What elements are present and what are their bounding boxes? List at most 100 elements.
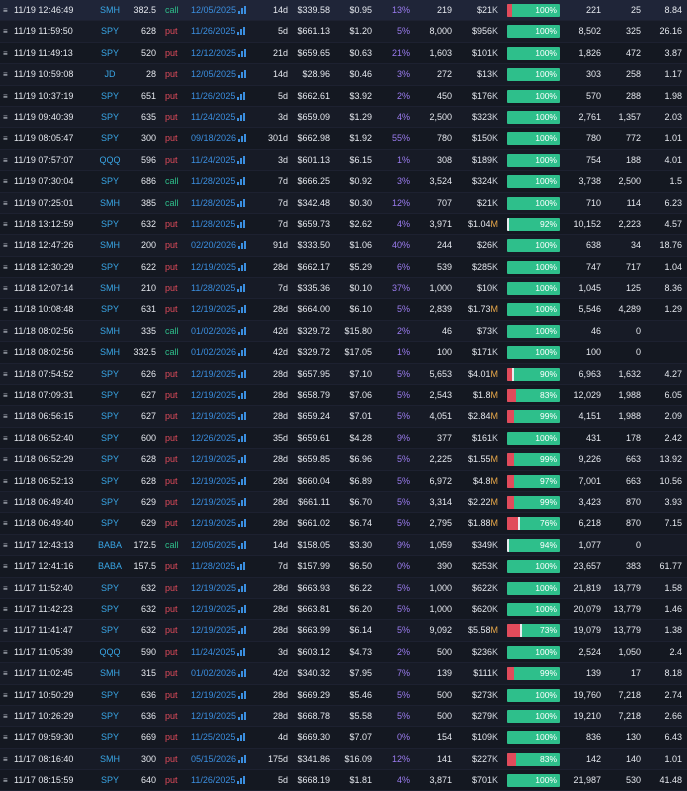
ticker-cell[interactable]: QQQ [99, 154, 121, 165]
expiry-cell[interactable]: 12/19/2025 [191, 385, 261, 405]
expiry-cell[interactable]: 02/20/2026 [191, 235, 261, 255]
table-row[interactable]: ≡ 11/19 11:59:50 SPY 628 put 11/26/2025 5d $661… [0, 21, 687, 43]
ticker-cell[interactable]: SPY [100, 710, 119, 721]
bar-chart-icon[interactable] [238, 690, 247, 699]
expiry-cell[interactable]: 12/19/2025 [191, 406, 261, 426]
bar-chart-icon[interactable] [237, 112, 246, 121]
table-row[interactable]: ≡ 11/19 11:49:13 SPY 520 put 12/12/2025 21d $65… [0, 42, 687, 65]
ticker-cell[interactable]: QQQ [99, 646, 121, 657]
table-row[interactable]: ≡ 11/17 11:02:45 SMH 315 put 01/02/2026 42d $34… [0, 663, 687, 685]
table-row[interactable]: ≡ 11/17 11:52:40 SPY 632 put 12/19/2025 28d $66… [0, 577, 687, 599]
ticker-cell[interactable]: SPY [100, 732, 119, 743]
ticker-cell[interactable]: SMH [100, 283, 120, 294]
table-row[interactable]: ≡ 11/17 09:59:30 SPY 669 put 11/25/2025 4d $669… [0, 727, 687, 749]
table-row[interactable]: ≡ 11/19 10:37:19 SPY 651 put 11/26/2025 5d $662… [0, 85, 687, 107]
table-row[interactable]: ≡ 11/18 06:52:40 SPY 600 put 12/26/2025 35d $65… [0, 427, 687, 450]
bar-chart-icon[interactable] [238, 369, 247, 378]
bar-chart-icon[interactable] [238, 497, 247, 506]
ticker-cell[interactable]: SPY [100, 111, 119, 122]
bar-chart-icon[interactable] [237, 776, 246, 785]
ticker-cell[interactable]: SPY [100, 90, 119, 101]
bar-chart-icon[interactable] [238, 433, 247, 442]
expiry-cell[interactable]: 11/25/2025 [191, 727, 261, 747]
bar-chart-icon[interactable] [238, 476, 247, 485]
ticker-cell[interactable]: SPY [100, 26, 119, 37]
expiry-cell[interactable]: 05/15/2026 [191, 749, 261, 769]
ticker-cell[interactable]: SPY [100, 176, 119, 187]
ticker-cell[interactable]: SPY [100, 475, 119, 486]
bar-chart-icon[interactable] [238, 626, 247, 635]
bar-chart-icon[interactable] [238, 241, 247, 250]
table-row[interactable]: ≡ 11/18 06:49:40 SPY 629 put 12/19/2025 28d $66… [0, 513, 687, 535]
table-row[interactable]: ≡ 11/18 06:49:40 SPY 629 put 12/19/2025 28d $66… [0, 491, 687, 514]
bar-chart-icon[interactable] [237, 647, 246, 656]
expiry-cell[interactable]: 12/19/2025 [191, 449, 261, 469]
table-row[interactable]: ≡ 11/17 12:43:13 BABA 172.5 call 12/05/2025 14… [0, 534, 687, 557]
table-row[interactable]: ≡ 11/18 07:54:52 SPY 626 put 12/19/2025 28d $65… [0, 363, 687, 386]
table-row[interactable]: ≡ 11/18 12:07:14 SMH 210 put 11/28/2025 7d $335… [0, 278, 687, 300]
expiry-cell[interactable]: 12/19/2025 [191, 471, 261, 491]
expiry-cell[interactable]: 12/19/2025 [191, 257, 261, 277]
ticker-cell[interactable]: SPY [100, 390, 119, 401]
bar-chart-icon[interactable] [237, 155, 246, 164]
table-row[interactable]: ≡ 11/17 11:41:47 SPY 632 put 12/19/2025 28d $66… [0, 620, 687, 642]
ticker-cell[interactable]: SPY [100, 368, 119, 379]
expiry-cell[interactable]: 12/19/2025 [191, 364, 261, 384]
ticker-cell[interactable]: BABA [97, 561, 122, 572]
table-row[interactable]: ≡ 11/18 12:47:26 SMH 200 put 02/20/2026 91d $33… [0, 235, 687, 257]
ticker-cell[interactable]: SPY [100, 625, 119, 636]
bar-chart-icon[interactable] [238, 48, 247, 57]
table-row[interactable]: ≡ 11/18 12:30:29 SPY 622 put 12/19/2025 28d $66… [0, 256, 687, 279]
ticker-cell[interactable]: SMH [100, 5, 120, 15]
expiry-cell[interactable]: 12/19/2025 [191, 299, 261, 319]
expiry-cell[interactable]: 11/28/2025 [191, 214, 261, 234]
ticker-cell[interactable]: SPY [100, 518, 119, 529]
bar-chart-icon[interactable] [238, 583, 247, 592]
bar-chart-icon[interactable] [238, 326, 247, 335]
table-row[interactable]: ≡ 11/19 07:25:01 SMH 385 call 11/28/2025 7d $34… [0, 192, 687, 214]
bar-chart-icon[interactable] [238, 134, 247, 143]
table-row[interactable]: ≡ 11/18 08:02:56 SMH 332.5 call 01/02/2026 42d… [0, 342, 687, 364]
table-row[interactable]: ≡ 11/18 06:52:29 SPY 628 put 12/19/2025 28d $65… [0, 449, 687, 471]
bar-chart-icon[interactable] [238, 70, 247, 79]
table-row[interactable]: ≡ 11/18 13:12:59 SPY 632 put 11/28/2025 7d $659… [0, 213, 687, 236]
ticker-cell[interactable]: SPY [100, 454, 119, 465]
ticker-cell[interactable]: SPY [100, 603, 119, 614]
ticker-cell[interactable]: SPY [100, 432, 119, 443]
expiry-cell[interactable]: 12/26/2025 [191, 428, 261, 448]
ticker-cell[interactable]: SPY [100, 496, 119, 507]
table-row[interactable]: ≡ 11/17 08:16:40 SMH 300 put 05/15/2026 175d $3… [0, 748, 687, 771]
expiry-cell[interactable]: 12/19/2025 [191, 706, 261, 726]
ticker-cell[interactable]: BABA [97, 539, 122, 550]
bar-chart-icon[interactable] [238, 604, 247, 613]
expiry-cell[interactable]: 12/19/2025 [191, 685, 261, 705]
ticker-cell[interactable]: SPY [100, 133, 119, 144]
expiry-cell[interactable]: 11/24/2025 [191, 107, 261, 127]
bar-chart-icon[interactable] [237, 219, 246, 228]
ticker-cell[interactable]: SMH [100, 325, 120, 336]
bar-chart-icon[interactable] [237, 91, 246, 100]
bar-chart-icon[interactable] [237, 177, 246, 186]
expiry-cell[interactable]: 11/28/2025 [191, 193, 261, 213]
bar-chart-icon[interactable] [237, 198, 246, 207]
expiry-cell[interactable]: 01/02/2026 [191, 663, 261, 683]
expiry-cell[interactable]: 12/19/2025 [191, 578, 261, 598]
table-row[interactable]: ≡ 11/19 09:40:39 SPY 635 put 11/24/2025 3d $659… [0, 106, 687, 129]
table-row[interactable]: ≡ 11/18 06:56:15 SPY 627 put 12/19/2025 28d $65… [0, 406, 687, 428]
ticker-cell[interactable]: SPY [100, 261, 119, 272]
table-row[interactable]: ≡ 11/19 12:46:49 SMH 382.5 call 12/05/2025 14d… [0, 0, 687, 22]
expiry-cell[interactable]: 12/19/2025 [191, 599, 261, 619]
bar-chart-icon[interactable] [238, 412, 247, 421]
expiry-cell[interactable]: 11/26/2025 [191, 86, 261, 106]
ticker-cell[interactable]: SMH [100, 668, 120, 679]
table-row[interactable]: ≡ 11/18 07:09:31 SPY 627 put 12/19/2025 28d $65… [0, 385, 687, 407]
table-row[interactable]: ≡ 11/17 12:41:16 BABA 157.5 put 11/28/2025 7d $… [0, 556, 687, 578]
bar-chart-icon[interactable] [238, 754, 247, 763]
bar-chart-icon[interactable] [238, 348, 247, 357]
expiry-cell[interactable]: 12/19/2025 [191, 492, 261, 512]
expiry-cell[interactable]: 01/02/2026 [191, 342, 261, 362]
table-row[interactable]: ≡ 11/17 11:05:39 QQQ 590 put 11/24/2025 3d $603… [0, 641, 687, 664]
ticker-cell[interactable]: SMH [100, 347, 120, 358]
table-row[interactable]: ≡ 11/19 10:59:08 JD 28 put 12/05/2025 14d $28.9… [0, 64, 687, 86]
expiry-cell[interactable]: 12/05/2025 [191, 0, 261, 20]
